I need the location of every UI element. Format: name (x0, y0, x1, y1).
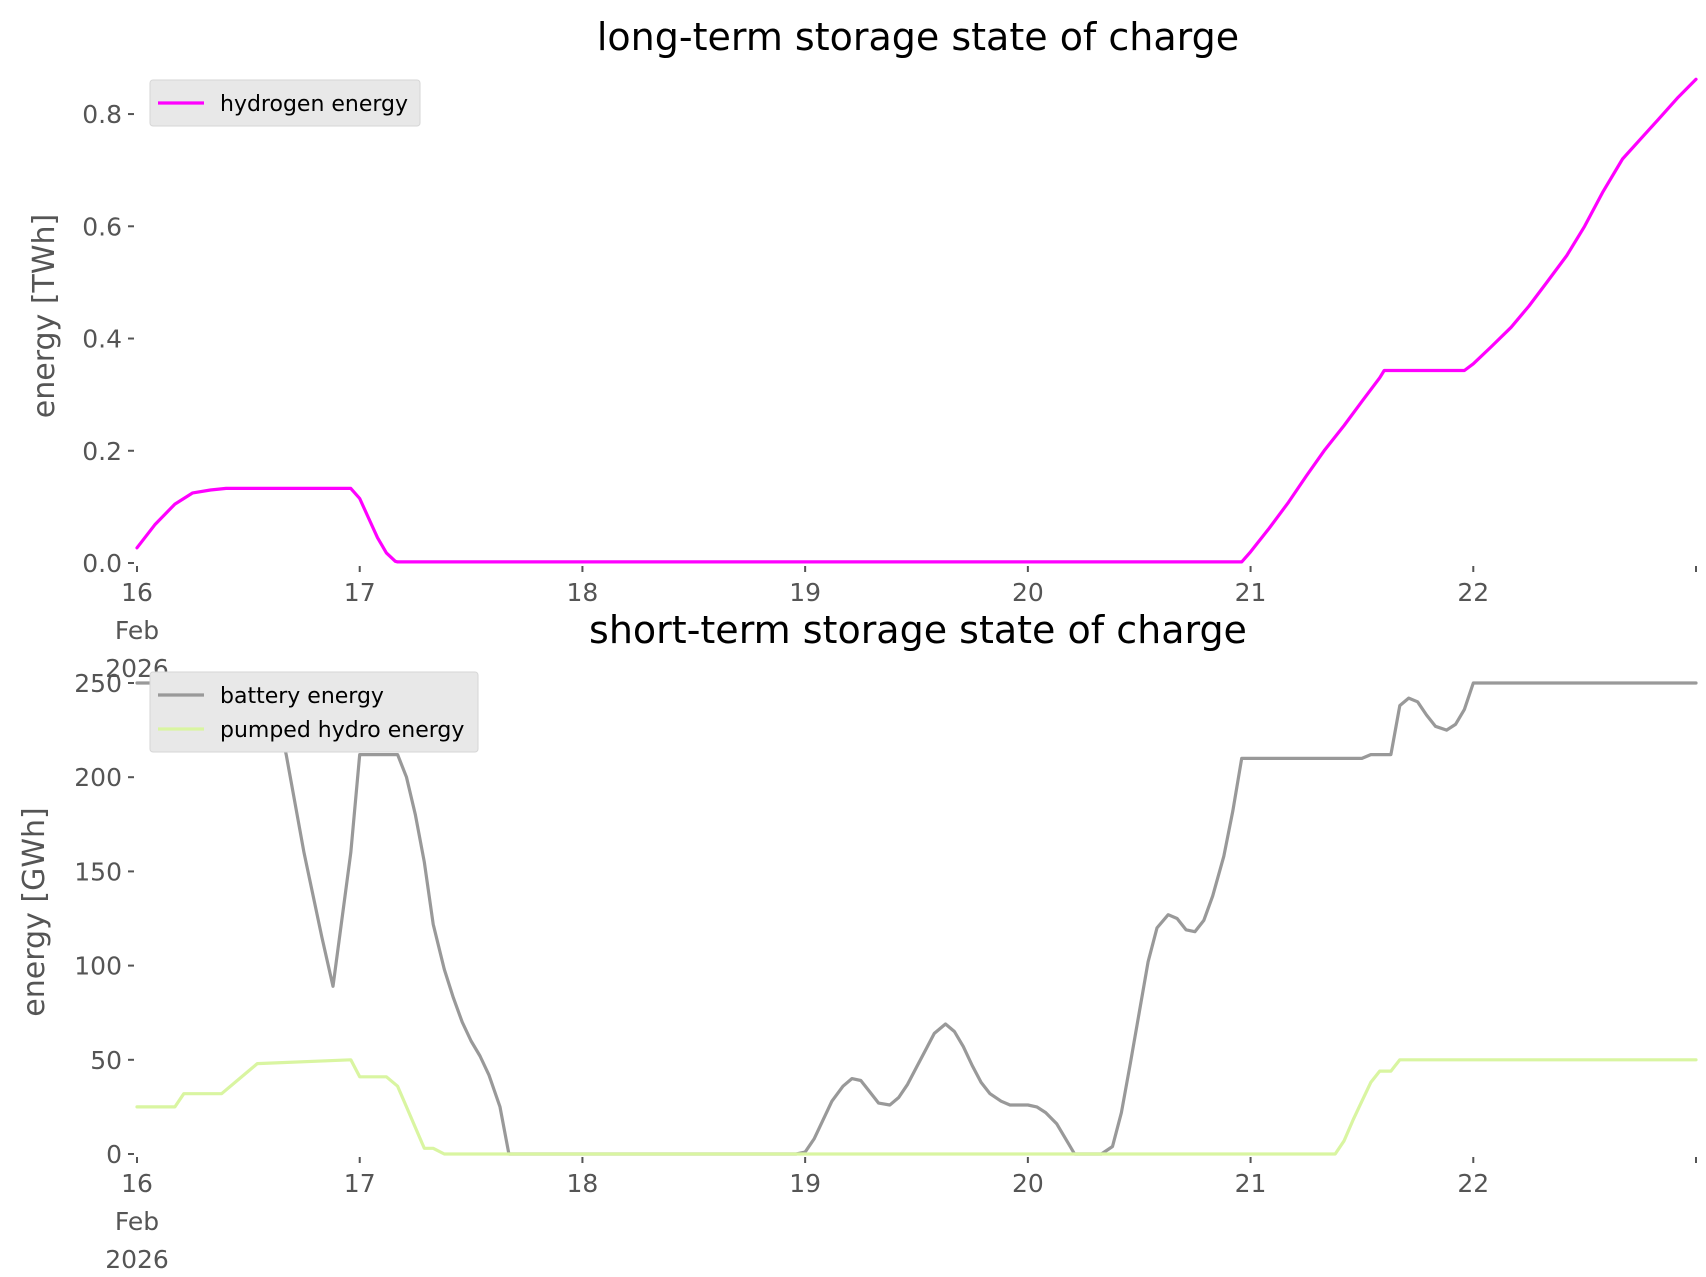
short-term-storage-panel: short-term storage state of charge energ… (17, 608, 1698, 1274)
y-axis-label: energy [GWh] (17, 807, 52, 1016)
pumped-hydro-energy-line (135, 1058, 1698, 1156)
legend-label: pumped hydro energy (220, 718, 464, 743)
x-tick-label: 22 (1457, 578, 1489, 607)
legend-label: hydrogen energy (220, 92, 408, 117)
y-tick-label: 150 (74, 857, 122, 886)
y-tick-label: 0.2 (82, 437, 122, 466)
chart-title: long-term storage state of charge (597, 15, 1239, 59)
legend-label: battery energy (220, 684, 384, 709)
series-layer (135, 681, 1698, 1156)
x-tick-label: 17 (344, 578, 376, 607)
x-tick-label: 19 (789, 1169, 821, 1198)
hydrogen-energy-line (135, 77, 1698, 564)
x-tick-label: 19 (789, 578, 821, 607)
x-tick-label: 18 (567, 578, 599, 607)
y-tick-label: 200 (74, 763, 122, 792)
y-tick-label: 0.6 (82, 212, 122, 241)
y-tick-label: 0.0 (82, 549, 122, 578)
y-tick-label: 0.8 (82, 100, 122, 129)
y-axis-label: energy [TWh] (27, 214, 62, 418)
x-tick-label: 20 (1012, 1169, 1044, 1198)
y-axis-ticks: 0.0 0.2 0.4 0.6 0.8 (82, 100, 134, 578)
legend: battery energy pumped hydro energy (149, 671, 479, 753)
x-tick-label: 17 (344, 1169, 376, 1198)
x-tick-label: 21 (1235, 1169, 1267, 1198)
x-tick-label: 2026 (105, 1245, 169, 1274)
x-tick-label: 20 (1012, 578, 1044, 607)
y-tick-label: 250 (74, 669, 122, 698)
y-tick-label: 0 (106, 1140, 122, 1169)
x-tick-label: 16 (121, 578, 153, 607)
y-tick-label: 100 (74, 952, 122, 981)
y-tick-label: 0.4 (82, 325, 122, 354)
chart-title: short-term storage state of charge (589, 608, 1247, 652)
x-tick-label: 18 (567, 1169, 599, 1198)
x-tick-label: Feb (115, 616, 159, 645)
x-tick-label: 16 (121, 1169, 153, 1198)
x-tick-label: 21 (1235, 578, 1267, 607)
x-tick-label: Feb (115, 1207, 159, 1236)
y-axis-ticks: 0 50 100 150 200 250 (74, 669, 134, 1169)
legend-frame (149, 79, 421, 127)
legend: hydrogen energy (149, 79, 421, 127)
y-tick-label: 50 (90, 1046, 122, 1075)
x-axis-ticks: 16 Feb 2026 17 18 19 20 21 22 (105, 1157, 1697, 1274)
series-layer (135, 77, 1698, 564)
legend-frame (149, 671, 479, 753)
battery-energy-line (135, 681, 1698, 1156)
x-tick-label: 22 (1457, 1169, 1489, 1198)
